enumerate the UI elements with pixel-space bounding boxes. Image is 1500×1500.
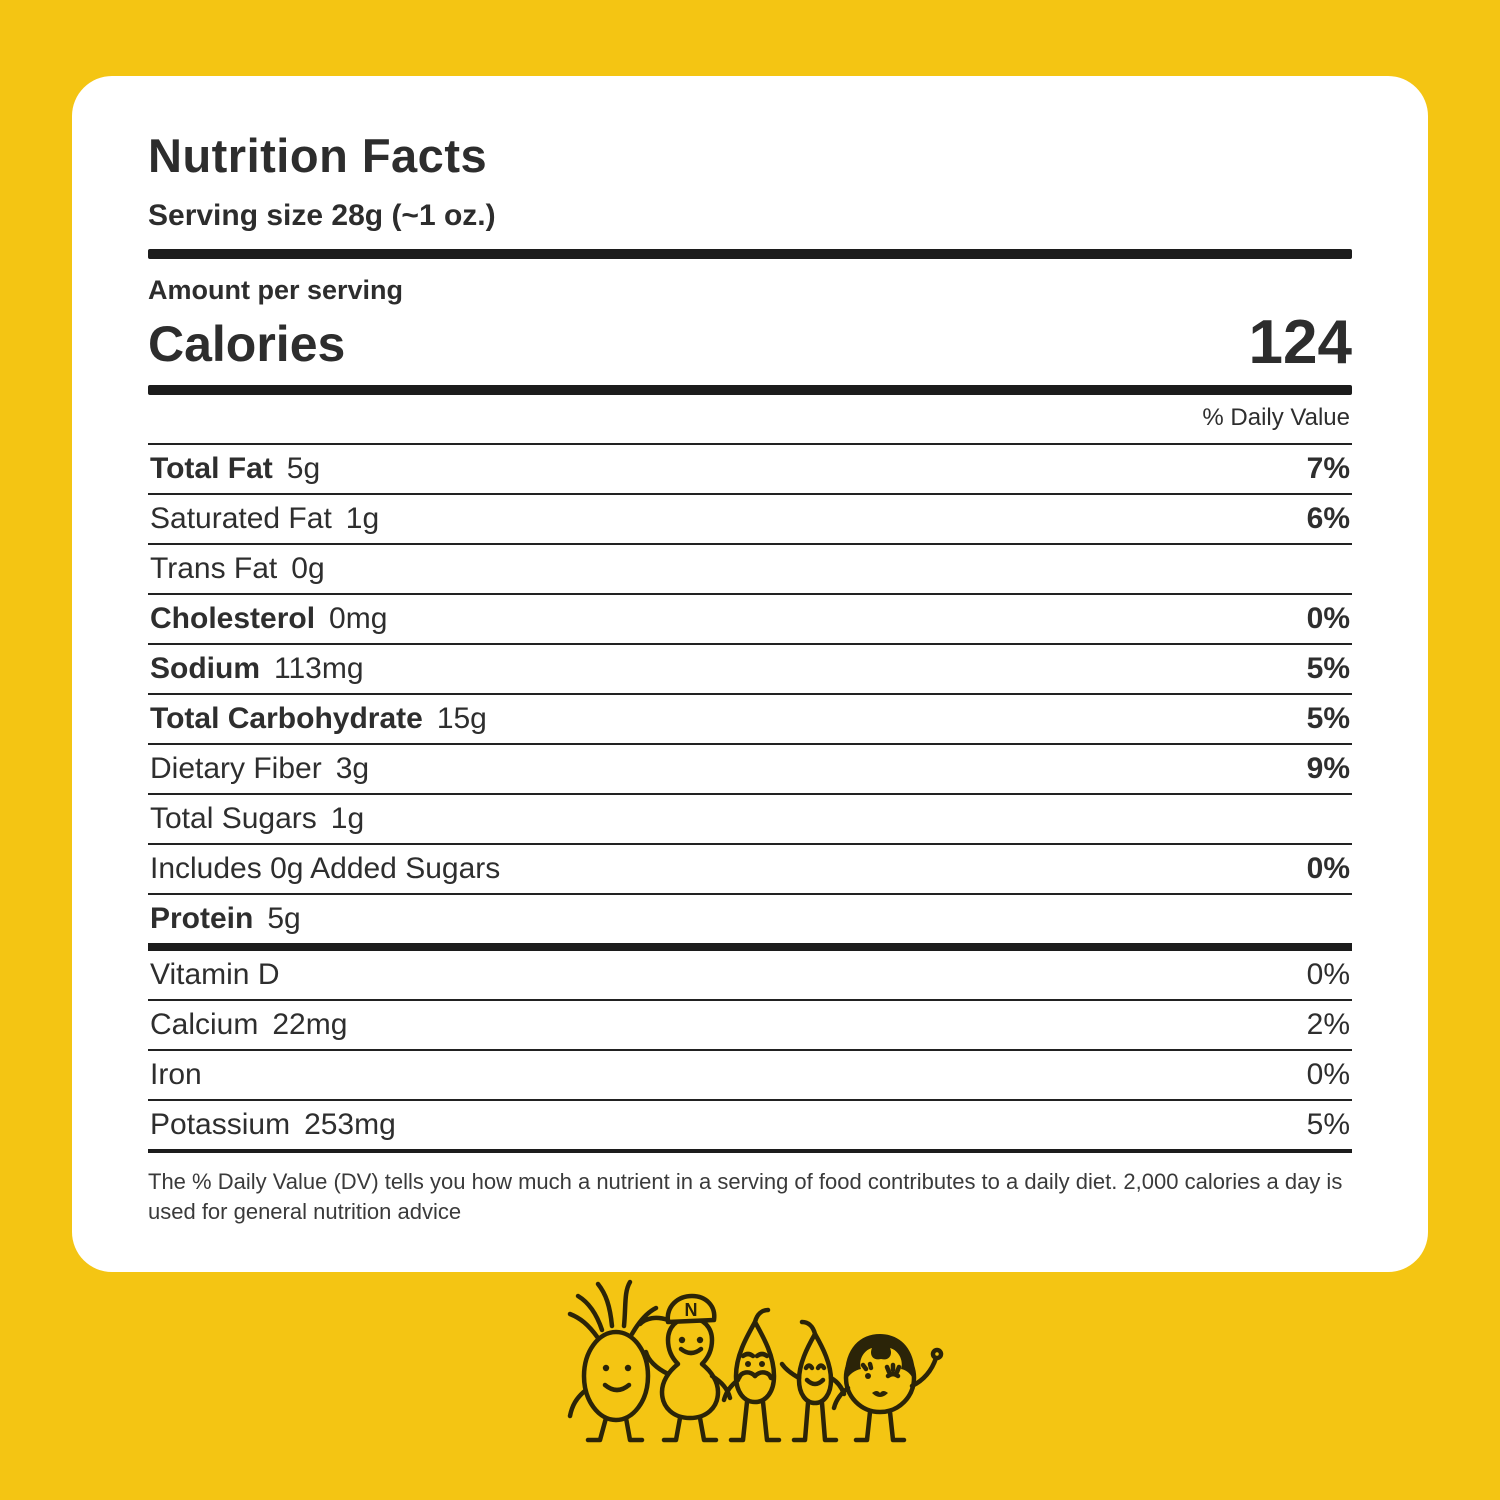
nutrient-name: Cholesterol <box>150 601 316 635</box>
nutrient-row-sodium: Sodium 113mg 5% <box>148 645 1352 695</box>
nutrient-name: Includes 0g Added Sugars <box>150 851 501 885</box>
nutrient-row-iron: Iron 0% <box>148 1051 1352 1101</box>
nutrient-name: Potassium <box>150 1107 291 1141</box>
nutrient-dv: 0% <box>1306 851 1350 885</box>
peanut-cap-icon: N <box>637 1293 733 1443</box>
nutrient-amount: 1g <box>345 501 380 535</box>
nutrient-name: Dietary Fiber <box>150 751 322 785</box>
nutrient-amount: 3g <box>335 751 370 785</box>
nutrient-name: Protein <box>150 901 254 935</box>
nutrient-row-dietary-fiber: Dietary Fiber 3g 9% <box>148 745 1352 795</box>
nutrient-row-saturated-fat: Saturated Fat 1g 6% <box>148 495 1352 545</box>
nutrient-row-trans-fat: Trans Fat 0g <box>148 545 1352 595</box>
nutrient-name: Vitamin D <box>150 957 280 991</box>
calories-value: 124 <box>1248 308 1352 377</box>
cap-letter: N <box>685 1300 698 1320</box>
nutrient-amount: 5g <box>267 901 301 935</box>
nutrient-name: Saturated Fat <box>150 501 332 535</box>
nutrient-dv: 9% <box>1306 751 1350 785</box>
nutrition-facts-title: Nutrition Facts <box>148 129 488 182</box>
nutrient-name: Total Sugars <box>150 801 317 835</box>
nutrition-facts-card: Nutrition Facts Serving size 28g (~1 oz.… <box>72 76 1428 1272</box>
calories-row: Calories 124 <box>148 308 1352 377</box>
nutrient-amount: 15g <box>436 701 487 735</box>
nutrient-amount: 22mg <box>272 1007 348 1041</box>
nutrient-dv: 2% <box>1306 1007 1350 1041</box>
daily-value-footnote: The % Daily Value (DV) tells you how muc… <box>148 1168 1343 1225</box>
nutrient-row-protein: Protein 5g <box>148 895 1352 951</box>
nutrient-row-total-sugars: Total Sugars 1g <box>148 795 1352 845</box>
nutrient-dv: 6% <box>1306 501 1350 535</box>
nutrient-amount: 113mg <box>274 651 364 685</box>
nutrient-row-calcium: Calcium 22mg 2% <box>148 1001 1352 1051</box>
thick-divider-calories <box>148 384 1352 395</box>
nutrient-row-cholesterol: Cholesterol 0mg 0% <box>148 595 1352 645</box>
nutrient-dv: 0% <box>1306 957 1350 991</box>
nutrient-amount: 5g <box>286 451 321 485</box>
dreadlocks-nut-icon <box>567 1279 659 1443</box>
nutrient-row-total-fat: Total Fat 5g 7% <box>148 445 1352 495</box>
nutrient-dv: 5% <box>1306 701 1350 735</box>
nutrient-dv: 5% <box>1306 651 1350 685</box>
nutrient-name: Trans Fat <box>150 551 278 585</box>
nuts-mascot-illustration: N <box>540 1238 960 1473</box>
nutrient-name: Sodium <box>150 651 260 685</box>
nutrient-row-added-sugars: Includes 0g Added Sugars 0% <box>148 845 1352 895</box>
daily-value-header: % Daily Value <box>148 395 1352 445</box>
thick-divider-top <box>148 249 1352 259</box>
nutrient-dv: 0% <box>1306 601 1350 635</box>
hazelnut-girl-icon <box>831 1334 944 1443</box>
nutrient-amount: 253mg <box>304 1107 396 1141</box>
nutrient-amount: 0g <box>291 551 325 585</box>
nutrient-dv: 5% <box>1306 1107 1350 1141</box>
nuts-family-drawing: N <box>567 1279 944 1443</box>
amount-per-serving-label: Amount per serving <box>148 275 404 305</box>
mustache-drop-icon <box>721 1307 782 1443</box>
nutrient-amount: 0mg <box>329 601 388 635</box>
nutrient-dv: 7% <box>1306 451 1350 485</box>
nutrient-name: Total Fat <box>150 451 273 485</box>
nutrient-row-potassium: Potassium 253mg 5% <box>148 1101 1352 1153</box>
nutrient-row-vitamin-d: Vitamin D 0% <box>148 951 1352 1001</box>
nutrient-name: Calcium <box>150 1007 259 1041</box>
calories-label: Calories <box>148 315 346 372</box>
serving-size: Serving size 28g (~1 oz.) <box>148 199 496 232</box>
nutrient-amount: 1g <box>330 801 365 835</box>
smiling-drop-icon <box>779 1319 847 1443</box>
nutrient-row-total-carbohydrate: Total Carbohydrate 15g 5% <box>148 695 1352 745</box>
nutrient-dv: 0% <box>1306 1057 1350 1091</box>
nutrient-name: Total Carbohydrate <box>150 701 423 735</box>
nutrient-name: Iron <box>150 1057 202 1091</box>
